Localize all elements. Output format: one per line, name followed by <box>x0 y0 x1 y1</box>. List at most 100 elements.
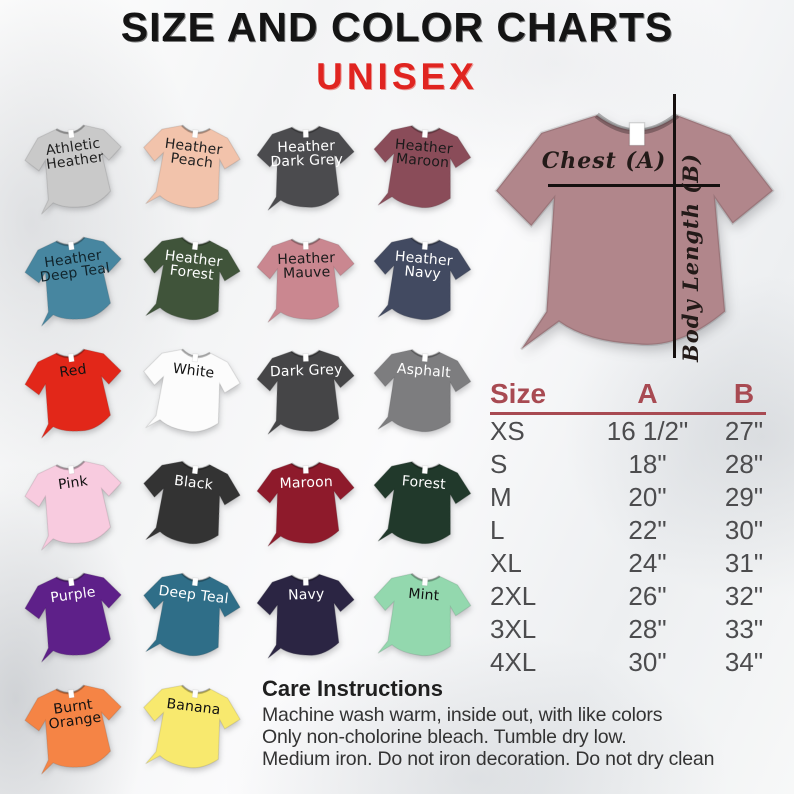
cell-size: 2XL <box>490 581 537 611</box>
size-table-row: L 22" 30" <box>490 514 778 547</box>
size-table-rule <box>490 412 766 415</box>
color-swatch-shirt: Black <box>134 448 250 560</box>
body-length-label: Body Length (B) <box>678 153 703 363</box>
cell-size: M <box>490 482 512 512</box>
header-a: A <box>637 378 658 409</box>
cell-b: 28" <box>724 449 764 479</box>
color-swatch-shirt: Banana <box>134 672 250 784</box>
header-size: Size <box>490 378 547 409</box>
measurement-shirt: Chest (A) Body Length (B) <box>486 90 788 378</box>
tshirt-icon <box>255 236 357 324</box>
color-swatch-shirt: Maroon <box>249 448 365 560</box>
care-instructions: Care Instructions Machine wash warm, ins… <box>262 676 792 770</box>
color-swatch-shirt: Deep Teal <box>134 560 250 672</box>
color-swatch-shirt: Asphalt <box>365 336 481 448</box>
care-line: Machine wash warm, inside out, with like… <box>262 704 663 726</box>
color-swatch-shirt: Heather Forest <box>134 224 250 336</box>
color-name-label: Dark Grey <box>269 361 343 381</box>
tshirt-icon <box>20 232 130 328</box>
cell-b: 32" <box>724 581 764 611</box>
care-line: Only non-cholorine bleach. Tumble dry lo… <box>262 725 627 748</box>
size-table-row: S 18" 28" <box>490 448 778 481</box>
tshirt-icon <box>255 348 357 436</box>
color-swatch-shirt: Heather Navy <box>365 224 481 336</box>
tshirt-icon <box>20 568 130 664</box>
cell-b: 27" <box>724 416 764 446</box>
color-swatch-shirt: Purple <box>18 560 134 672</box>
cell-size: XS <box>490 416 525 446</box>
cell-a: 26" <box>628 581 667 611</box>
cell-size: L <box>490 515 505 545</box>
tshirt-measure-icon <box>494 90 775 351</box>
cell-b: 33" <box>724 614 764 644</box>
cell-a: 24" <box>628 548 667 578</box>
cell-a: 20" <box>628 482 667 512</box>
size-table-row: XS 16 1/2" 27" <box>490 415 778 448</box>
cell-size: 3XL <box>490 614 537 644</box>
tshirt-icon <box>20 344 130 440</box>
color-swatch-shirt: Burnt Orange <box>18 672 134 784</box>
color-swatch-shirt: Pink <box>18 448 134 560</box>
tshirt-icon <box>136 232 245 327</box>
tshirt-icon <box>136 120 245 215</box>
cell-b: 31" <box>724 548 764 578</box>
cell-a: 30" <box>628 647 667 677</box>
size-table-row: 2XL 26" 32" <box>490 580 778 613</box>
size-table: Size A B XS 16 1/2" 27" S 18" 28" M 20" … <box>490 376 778 679</box>
color-swatch-shirt: Heather Maroon <box>365 112 481 224</box>
color-swatch-shirt: Dark Grey <box>249 336 365 448</box>
tshirt-icon <box>136 568 245 663</box>
tshirt-icon <box>255 572 357 660</box>
cell-a: 18" <box>628 449 667 479</box>
care-line: Medium iron. Do not iron decoration. Do … <box>262 747 715 770</box>
tshirt-icon <box>20 456 130 552</box>
page-subtitle: UNISEX <box>316 56 478 97</box>
tshirt-icon <box>20 120 130 216</box>
color-swatch-shirt: Heather Deep Teal <box>18 224 134 336</box>
cell-a: 28" <box>628 614 667 644</box>
tshirt-icon <box>368 570 474 662</box>
color-grid: Athletic Heather Heather Peach Heather D… <box>18 112 480 784</box>
cell-size: S <box>490 449 508 479</box>
size-table-row: M 20" 29" <box>490 481 778 514</box>
tshirt-icon <box>368 458 474 550</box>
care-heading: Care Instructions <box>262 676 443 701</box>
tshirt-icon <box>136 680 245 775</box>
cell-b: 34" <box>724 647 764 677</box>
color-swatch-shirt: Heather Dark Grey <box>249 112 365 224</box>
tshirt-icon <box>368 234 474 326</box>
tshirt-icon <box>255 124 357 212</box>
color-name-label: Heather Mauve <box>276 250 336 283</box>
color-swatch-shirt: Mint <box>365 560 481 672</box>
tshirt-icon <box>368 122 474 214</box>
tshirt-icon <box>136 344 245 439</box>
size-table-row: 3XL 28" 33" <box>490 613 778 646</box>
size-table-body: XS 16 1/2" 27" S 18" 28" M 20" 29" L 22"… <box>490 415 778 679</box>
color-swatch-shirt: White <box>134 336 250 448</box>
color-name-label: Heather Dark Grey <box>269 138 344 171</box>
tshirt-icon <box>368 346 474 438</box>
size-table-header: Size A B <box>490 376 778 410</box>
cell-b: 29" <box>724 482 764 512</box>
color-name-label: Navy <box>287 586 325 604</box>
cell-b: 30" <box>724 515 764 545</box>
color-swatch-shirt: Red <box>18 336 134 448</box>
cell-size: 4XL <box>490 647 537 677</box>
color-swatch-shirt: Navy <box>249 560 365 672</box>
color-swatch-shirt: Athletic Heather <box>18 112 134 224</box>
cell-a: 16 1/2" <box>606 416 689 446</box>
chest-label: Chest (A) <box>541 148 667 174</box>
header-b: B <box>733 378 755 409</box>
tshirt-icon <box>255 460 357 548</box>
color-swatch-shirt: Heather Mauve <box>249 224 365 336</box>
tshirt-icon <box>136 456 245 551</box>
color-swatch-shirt: Forest <box>365 448 481 560</box>
body-length-measure-line <box>673 94 676 358</box>
color-swatch-shirt: Heather Peach <box>134 112 250 224</box>
color-name-label: Maroon <box>279 474 333 492</box>
cell-a: 22" <box>628 515 667 545</box>
page-title: SIZE AND COLOR CHARTS <box>120 4 674 50</box>
size-table-row: 4XL 30" 34" <box>490 646 778 679</box>
tshirt-icon <box>20 680 130 776</box>
